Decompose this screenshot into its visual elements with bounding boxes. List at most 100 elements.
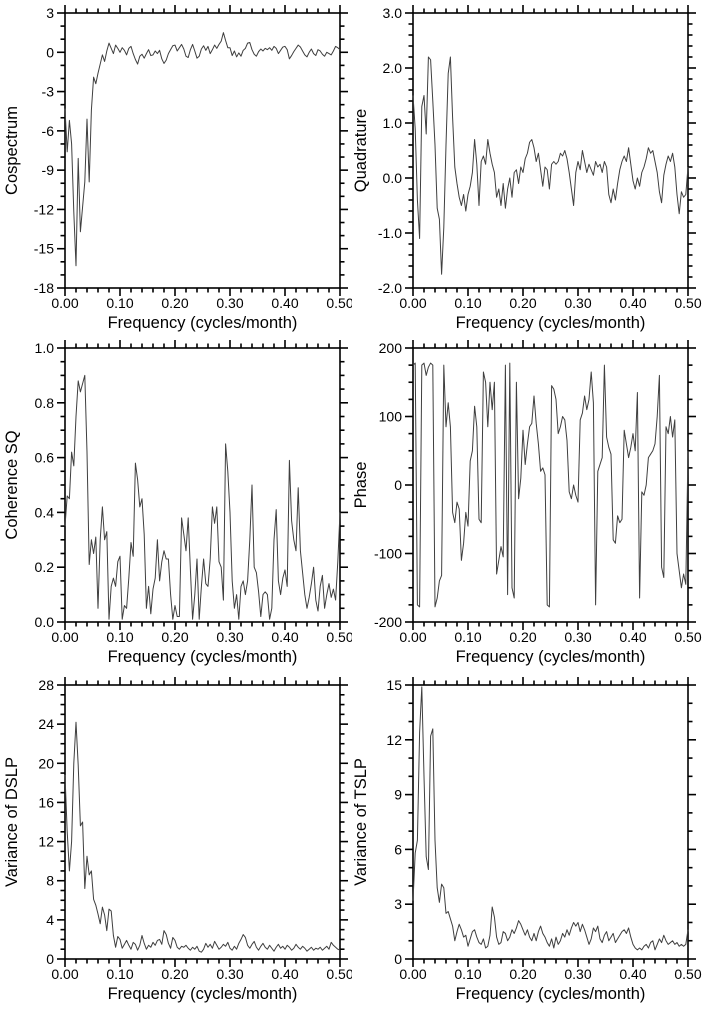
x-tick-label: 0.20 bbox=[161, 629, 188, 645]
plot-frame bbox=[412, 684, 689, 960]
x-tick-label: 0.30 bbox=[564, 966, 591, 982]
x-axis-title: Frequency (cycles/month) bbox=[108, 985, 298, 1003]
x-axis-title: Frequency (cycles/month) bbox=[456, 648, 646, 666]
y-tick-label: 15 bbox=[386, 677, 402, 693]
y-axis-title: Quadrature bbox=[352, 109, 370, 192]
data-trace bbox=[64, 32, 341, 267]
y-axis-title: Coherence SQ bbox=[3, 430, 21, 539]
y-tick-label: 2.0 bbox=[383, 60, 403, 76]
y-tick-label: -3 bbox=[42, 84, 55, 100]
y-tick-label: -6 bbox=[42, 123, 55, 139]
plot-frame bbox=[64, 347, 341, 623]
x-tick-label: 0.50 bbox=[674, 966, 701, 982]
variance-tslp-chart: 0.00 0.10 0.20 0.30 0.40 0.50 0 3 6 9 12 15 Frequenc… bbox=[352, 677, 702, 1003]
x-tick-label: 0.20 bbox=[161, 295, 188, 311]
x-tick-label: 0.00 bbox=[399, 295, 426, 311]
cospectrum-chart: 0.00 0.10 0.20 0.30 0.40 0.50 -18 -15 -12 -9 -6 -3 0… bbox=[3, 5, 352, 332]
y-tick-label: -12 bbox=[34, 201, 54, 217]
x-tick-label: 0.50 bbox=[674, 295, 701, 311]
x-tick-label: 0.10 bbox=[106, 966, 133, 982]
x-tick-label: 0.50 bbox=[326, 966, 352, 982]
y-tick-label: 0.0 bbox=[383, 170, 403, 186]
x-tick-label: 0.50 bbox=[326, 295, 352, 311]
x-tick-label: 0.40 bbox=[619, 295, 646, 311]
x-tick-label: 0.30 bbox=[216, 629, 243, 645]
x-tick-label: 0.10 bbox=[454, 966, 481, 982]
y-tick-label: 6 bbox=[394, 841, 402, 857]
x-axis-title: Frequency (cycles/month) bbox=[108, 648, 298, 666]
y-tick-label: 0.8 bbox=[35, 395, 55, 411]
y-tick-label: 3.0 bbox=[383, 5, 403, 21]
y-tick-label: 0.0 bbox=[35, 614, 55, 630]
y-tick-label: -2.0 bbox=[378, 280, 402, 296]
y-tick-label: 0.6 bbox=[35, 450, 55, 466]
y-tick-label: 20 bbox=[38, 755, 54, 771]
y-tick-label: 12 bbox=[38, 834, 54, 850]
x-tick-label: 0.10 bbox=[454, 295, 481, 311]
plot-frame bbox=[412, 12, 689, 289]
y-tick-label: -1.0 bbox=[378, 225, 402, 241]
x-tick-label: 0.30 bbox=[564, 629, 591, 645]
x-tick-label: 0.20 bbox=[509, 966, 536, 982]
y-tick-label: 24 bbox=[38, 716, 54, 732]
y-tick-label: 200 bbox=[379, 340, 403, 356]
y-tick-label: 12 bbox=[386, 732, 402, 748]
data-trace bbox=[412, 362, 689, 608]
x-tick-label: 0.00 bbox=[51, 629, 78, 645]
y-tick-label: 0 bbox=[46, 951, 54, 967]
x-tick-label: 0.00 bbox=[51, 966, 78, 982]
x-tick-label: 0.20 bbox=[161, 966, 188, 982]
x-tick-label: 0.40 bbox=[619, 966, 646, 982]
y-axis-title: Cospectrum bbox=[3, 106, 21, 195]
x-tick-label: 0.40 bbox=[619, 629, 646, 645]
data-trace bbox=[412, 56, 689, 275]
x-tick-label: 0.50 bbox=[326, 629, 352, 645]
y-tick-label: 4 bbox=[46, 912, 54, 928]
y-tick-label: 28 bbox=[38, 677, 54, 693]
y-tick-label: 0.2 bbox=[35, 559, 55, 575]
variance-dslp-chart: 0.00 0.10 0.20 0.30 0.40 0.50 0 4 8 12 16 20 24 28 Fre… bbox=[3, 677, 352, 1003]
x-tick-label: 0.00 bbox=[399, 966, 426, 982]
y-tick-label: 0 bbox=[46, 44, 54, 60]
y-tick-label: 0 bbox=[394, 951, 402, 967]
data-trace bbox=[412, 686, 689, 951]
x-tick-label: 0.30 bbox=[216, 966, 243, 982]
x-tick-label: 0.00 bbox=[51, 295, 78, 311]
y-tick-label: 0.4 bbox=[35, 504, 55, 520]
x-tick-label: 0.00 bbox=[399, 629, 426, 645]
y-tick-label: 9 bbox=[394, 787, 402, 803]
y-tick-label: -100 bbox=[374, 546, 402, 562]
y-tick-label: 0 bbox=[394, 477, 402, 493]
x-tick-label: 0.40 bbox=[271, 295, 298, 311]
coherence-sq-chart: 0.00 0.10 0.20 0.30 0.40 0.50 0.0 0.2 0.4 0.6 0.8 1… bbox=[3, 340, 352, 666]
x-tick-label: 0.30 bbox=[216, 295, 243, 311]
data-trace bbox=[64, 374, 341, 620]
y-tick-label: -9 bbox=[42, 162, 55, 178]
y-tick-label: 16 bbox=[38, 794, 54, 810]
y-axis-title: Phase bbox=[352, 462, 370, 509]
x-tick-label: 0.30 bbox=[564, 295, 591, 311]
quadrature-chart: 0.00 0.10 0.20 0.30 0.40 0.50 -2.0 -1.0 0.0 1.0 2.… bbox=[352, 5, 702, 332]
y-tick-label: 3 bbox=[394, 896, 402, 912]
y-axis-title: Variance of DSLP bbox=[3, 757, 21, 887]
y-tick-label: -15 bbox=[34, 241, 54, 257]
x-tick-label: 0.10 bbox=[106, 295, 133, 311]
x-tick-label: 0.40 bbox=[271, 966, 298, 982]
y-tick-label: -18 bbox=[34, 280, 54, 296]
y-tick-label: 3 bbox=[46, 5, 54, 21]
y-tick-label: 8 bbox=[46, 873, 54, 889]
y-tick-label: 100 bbox=[379, 409, 403, 425]
y-axis-title: Variance of TSLP bbox=[352, 758, 370, 886]
data-trace bbox=[64, 721, 341, 953]
y-tick-label: 1.0 bbox=[383, 115, 403, 131]
x-axis-title: Frequency (cycles/month) bbox=[456, 314, 646, 332]
x-tick-label: 0.20 bbox=[509, 629, 536, 645]
x-tick-label: 0.50 bbox=[674, 629, 701, 645]
plot-frame bbox=[64, 684, 341, 960]
x-tick-label: 0.20 bbox=[509, 295, 536, 311]
plot-frame bbox=[64, 12, 341, 289]
phase-chart: 0.00 0.10 0.20 0.30 0.40 0.50 -200 -100 0 100 200 F… bbox=[352, 340, 702, 666]
x-axis-title: Frequency (cycles/month) bbox=[456, 985, 646, 1003]
y-tick-label: 1.0 bbox=[35, 340, 55, 356]
